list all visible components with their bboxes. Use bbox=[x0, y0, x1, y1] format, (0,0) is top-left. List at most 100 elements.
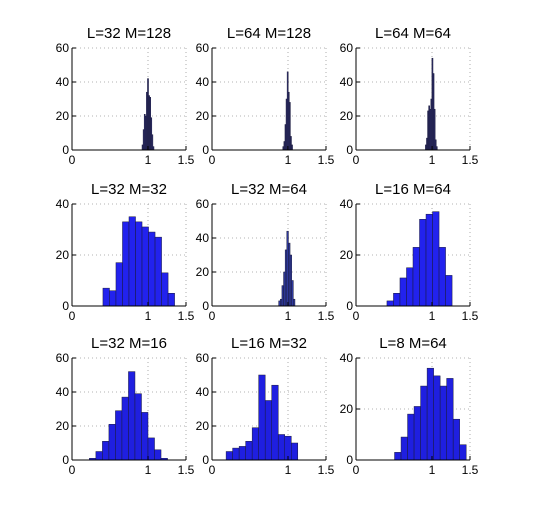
y-tick-label: 20 bbox=[340, 402, 354, 416]
x-tick-label: 1.5 bbox=[178, 309, 195, 323]
y-tick-label: 20 bbox=[196, 109, 210, 123]
y-tick-label: 40 bbox=[56, 385, 70, 399]
y-tick-label: 60 bbox=[196, 197, 210, 211]
y-tick-label: 0 bbox=[202, 299, 209, 313]
chart-panel-7: L=32 M=16 0 20 40 60 0 1 1.5 bbox=[56, 335, 195, 477]
x-tick-label: 1 bbox=[429, 153, 436, 167]
histogram-bar bbox=[167, 293, 175, 307]
chart-panel-9: L=8 M=64 0 20 40 0 1 1.5 bbox=[340, 335, 479, 477]
histogram-bar bbox=[115, 262, 123, 307]
histogram-bar bbox=[154, 449, 162, 461]
x-tick-label: 1 bbox=[429, 463, 436, 477]
histogram-bar bbox=[121, 396, 129, 461]
y-tick-label: 20 bbox=[340, 109, 354, 123]
y-tick-label: 40 bbox=[340, 351, 354, 365]
histogram-bar bbox=[435, 146, 438, 151]
y-tick-label: 40 bbox=[56, 197, 70, 211]
x-tick-label: 0 bbox=[69, 463, 76, 477]
histogram-bar bbox=[271, 384, 279, 461]
histogram-bar bbox=[406, 267, 414, 307]
chart-title: L=16 M=64 bbox=[375, 181, 451, 198]
histogram-bar bbox=[291, 144, 293, 151]
histogram-bar bbox=[225, 451, 233, 461]
y-tick-label: 20 bbox=[196, 265, 210, 279]
histogram-bar bbox=[283, 271, 286, 307]
histogram-bar bbox=[141, 226, 149, 307]
chart-panel-5: L=32 M=64 0 20 40 60 0 1 1.5 bbox=[196, 181, 335, 323]
histogram-bar bbox=[277, 434, 285, 461]
histogram-bar bbox=[128, 216, 136, 307]
y-tick-label: 20 bbox=[56, 248, 70, 262]
histogram-bar bbox=[426, 367, 434, 461]
x-tick-label: 1.5 bbox=[178, 463, 195, 477]
histogram-bar bbox=[386, 300, 394, 307]
y-tick-label: 40 bbox=[196, 75, 210, 89]
x-tick-label: 1.5 bbox=[318, 463, 335, 477]
histogram-bar bbox=[238, 446, 246, 461]
histogram-bar bbox=[445, 275, 453, 307]
x-tick-label: 0 bbox=[353, 463, 360, 477]
y-tick-label: 20 bbox=[340, 248, 354, 262]
y-tick-label: 60 bbox=[196, 41, 210, 55]
histogram-bar bbox=[232, 447, 240, 461]
y-tick-label: 0 bbox=[202, 453, 209, 467]
histogram-bar bbox=[452, 418, 460, 461]
chart-panel-4: L=32 M=32 0 20 40 0 1 1.5 bbox=[56, 181, 195, 323]
histogram-bar bbox=[134, 393, 142, 461]
x-tick-label: 1 bbox=[429, 309, 436, 323]
y-tick-label: 0 bbox=[346, 453, 353, 467]
histogram-bar bbox=[400, 436, 408, 461]
y-tick-label: 0 bbox=[346, 299, 353, 313]
histogram-bar bbox=[412, 247, 420, 307]
y-tick-label: 60 bbox=[196, 351, 210, 365]
chart-panel-1: L=32 M=128 0 20 40 60 0 1 1.5 bbox=[56, 25, 195, 167]
y-tick-label: 40 bbox=[56, 75, 70, 89]
y-tick-label: 40 bbox=[340, 75, 354, 89]
histogram-bar bbox=[446, 378, 454, 461]
y-tick-label: 60 bbox=[56, 41, 70, 55]
chart-title: L=32 M=64 bbox=[231, 181, 307, 198]
x-tick-label: 1 bbox=[285, 309, 292, 323]
histogram-bar bbox=[432, 211, 440, 307]
histogram-bar bbox=[95, 451, 103, 461]
histogram-bar bbox=[148, 231, 156, 307]
chart-title: L=64 M=128 bbox=[227, 25, 311, 42]
y-tick-label: 0 bbox=[62, 143, 69, 157]
y-tick-label: 20 bbox=[56, 109, 70, 123]
y-tick-label: 40 bbox=[340, 197, 354, 211]
x-tick-label: 0 bbox=[353, 153, 360, 167]
histogram-bar bbox=[141, 412, 149, 461]
chart-title: L=64 M=64 bbox=[375, 25, 451, 42]
x-tick-label: 0 bbox=[353, 309, 360, 323]
y-tick-label: 0 bbox=[346, 143, 353, 157]
histogram-bar bbox=[459, 444, 467, 461]
histogram-bar bbox=[433, 375, 441, 461]
histogram-bar bbox=[154, 236, 162, 307]
histogram-bar bbox=[128, 371, 136, 461]
histogram-bar bbox=[420, 385, 428, 461]
y-tick-label: 40 bbox=[196, 231, 210, 245]
x-tick-label: 1.5 bbox=[462, 153, 479, 167]
histogram-bar bbox=[152, 146, 155, 151]
y-tick-label: 0 bbox=[202, 143, 209, 157]
chart-panel-2: L=64 M=128 0 20 40 60 0 1 1.5 bbox=[196, 25, 335, 167]
histogram-bar bbox=[394, 452, 402, 461]
x-tick-label: 1.5 bbox=[178, 153, 195, 167]
x-tick-label: 0 bbox=[69, 153, 76, 167]
chart-title: L=32 M=16 bbox=[91, 335, 167, 352]
y-tick-label: 60 bbox=[56, 351, 70, 365]
histogram-bar bbox=[161, 272, 169, 307]
y-tick-label: 20 bbox=[56, 419, 70, 433]
chart-panel-3: L=64 M=64 0 20 40 60 0 1 1.5 bbox=[340, 25, 479, 167]
histogram-bar bbox=[399, 277, 407, 307]
y-tick-label: 0 bbox=[62, 453, 69, 467]
histogram-bar bbox=[293, 298, 296, 307]
chart-panel-8: L=16 M=32 0 20 40 60 0 1 1.5 bbox=[196, 335, 335, 477]
histogram-bar bbox=[407, 413, 415, 461]
histogram-bar bbox=[147, 437, 155, 461]
chart-title: L=16 M=32 bbox=[231, 335, 307, 352]
histogram-bar bbox=[108, 424, 116, 461]
x-tick-label: 0 bbox=[209, 309, 216, 323]
x-tick-label: 1.5 bbox=[318, 153, 335, 167]
histogram-bar bbox=[419, 219, 427, 307]
